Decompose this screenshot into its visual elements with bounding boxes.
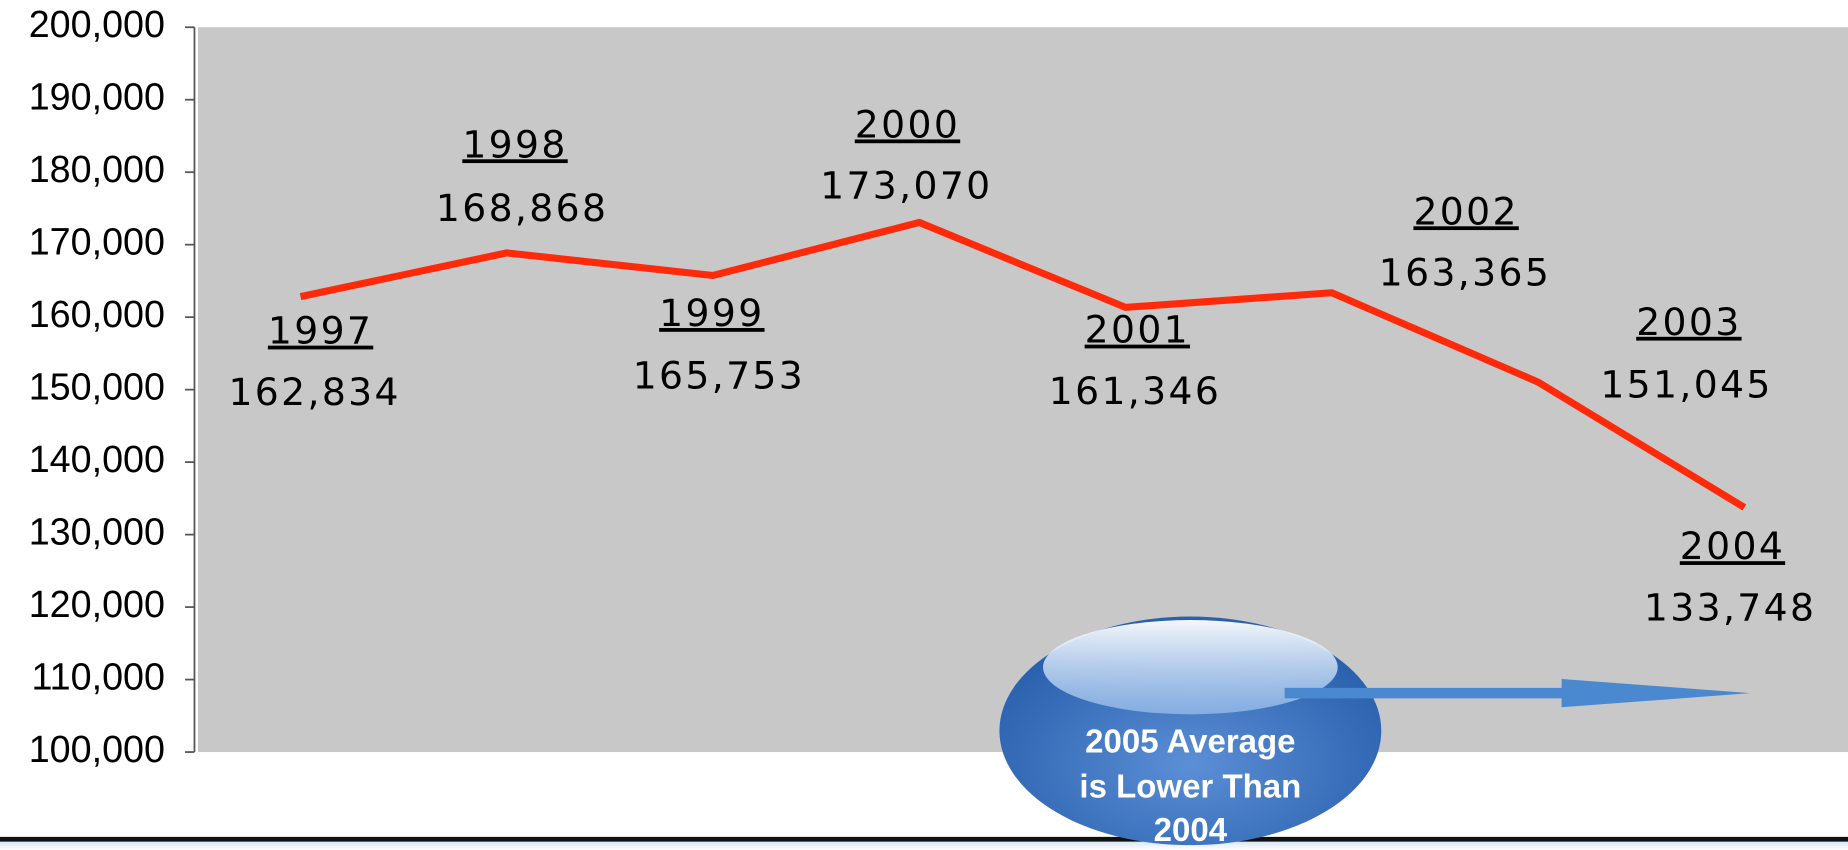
category-label: 2003 [1636, 300, 1741, 344]
data-label: 163,365 [1379, 251, 1551, 295]
plot-area [198, 27, 1848, 753]
y-tick-label: 150,000 [29, 366, 165, 408]
callout-arrowhead [1561, 678, 1751, 708]
y-tick-label: 120,000 [29, 583, 165, 625]
data-line [299, 218, 1747, 511]
category-label: 2000 [855, 102, 960, 146]
y-tick-label: 190,000 [29, 76, 165, 118]
data-label: 133,748 [1644, 585, 1816, 629]
data-label: 165,753 [633, 353, 805, 397]
callout-text: 2005 Average [1085, 723, 1295, 760]
y-tick-label: 170,000 [29, 221, 165, 263]
callout: 2005 Average is Lower Than 2004 [999, 616, 1751, 848]
category-label: 1999 [659, 291, 764, 335]
data-label: 173,070 [820, 164, 992, 208]
footer-band [0, 841, 1848, 850]
callout-highlight [1043, 620, 1338, 715]
data-label: 162,834 [228, 370, 400, 414]
y-tick-label: 110,000 [32, 656, 166, 698]
y-tick-label: 130,000 [29, 511, 165, 553]
data-label: 151,045 [1600, 362, 1772, 406]
category-label: 2001 [1085, 308, 1190, 352]
y-tick-label: 140,000 [29, 438, 165, 480]
y-tick-label: 160,000 [29, 293, 165, 335]
y-tick-label: 100,000 [29, 728, 165, 770]
category-label: 1997 [268, 309, 373, 353]
data-label: 168,868 [436, 186, 608, 230]
category-label: 2002 [1413, 189, 1518, 233]
data-label: 161,346 [1049, 369, 1221, 413]
callout-text: is Lower Than [1079, 767, 1301, 804]
callout-text: 2004 [1154, 811, 1228, 848]
y-tick-label: 180,000 [29, 148, 165, 190]
category-label: 2004 [1680, 524, 1785, 568]
category-label: 1998 [462, 122, 567, 166]
y-tick-label: 200,000 [29, 3, 165, 45]
